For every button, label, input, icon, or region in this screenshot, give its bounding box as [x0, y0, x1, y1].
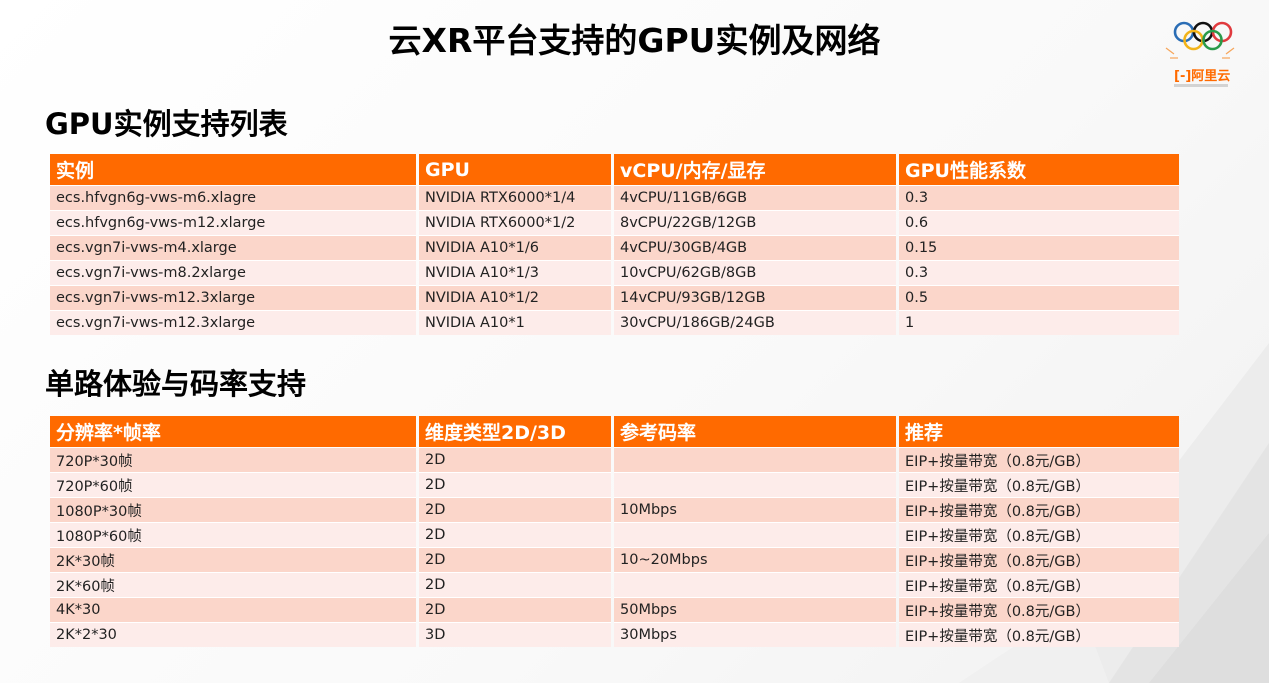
cell-dimension: 2D: [419, 522, 611, 547]
column-header-instance: 实例: [50, 154, 416, 185]
alibaba-cloud-olympic-logo: [-]阿里云: [1158, 18, 1242, 94]
cell-resolution: 2K*30帧: [50, 547, 416, 572]
cell-bitrate: 50Mbps: [614, 597, 896, 622]
cell-bitrate: 10~20Mbps: [614, 547, 896, 572]
cell-spec: 30vCPU/186GB/24GB: [614, 310, 896, 335]
cell-resolution: 720P*30帧: [50, 447, 416, 472]
gpu-instance-table: 实例 GPU vCPU/内存/显存 GPU性能系数 ecs.hfvgn6g-vw…: [47, 154, 1182, 335]
cell-resolution: 720P*60帧: [50, 472, 416, 497]
cell-bitrate: [614, 472, 896, 497]
cell-instance: ecs.hfvgn6g-vws-m6.xlagre: [50, 185, 416, 210]
cell-gpu: NVIDIA A10*1/6: [419, 235, 611, 260]
cell-resolution: 2K*2*30: [50, 622, 416, 647]
cell-instance: ecs.vgn7i-vws-m12.3xlarge: [50, 285, 416, 310]
cell-spec: 4vCPU/11GB/6GB: [614, 185, 896, 210]
cell-gpu: NVIDIA A10*1: [419, 310, 611, 335]
olympic-rings-icon: [1165, 21, 1235, 59]
table-row: ecs.vgn7i-vws-m8.2xlarge NVIDIA A10*1/3 …: [50, 260, 1179, 285]
table-row: 2K*30帧 2D 10~20Mbps EIP+按量带宽（0.8元/GB）: [50, 547, 1179, 572]
table-row: ecs.vgn7i-vws-m4.xlarge NVIDIA A10*1/6 4…: [50, 235, 1179, 260]
cloud-bracket-icon: [-]: [1174, 69, 1192, 84]
cell-gpu: NVIDIA A10*1/3: [419, 260, 611, 285]
cell-recommendation: EIP+按量带宽（0.8元/GB）: [899, 547, 1179, 572]
cell-bitrate: [614, 572, 896, 597]
cell-bitrate: [614, 522, 896, 547]
column-header-reference-bitrate: 参考码率: [614, 416, 896, 447]
table-row: 2K*2*30 3D 30Mbps EIP+按量带宽（0.8元/GB）: [50, 622, 1179, 647]
cell-dimension: 2D: [419, 472, 611, 497]
cell-performance: 1: [899, 310, 1179, 335]
cell-performance: 0.5: [899, 285, 1179, 310]
column-header-dimension-type: 维度类型2D/3D: [419, 416, 611, 447]
cell-dimension: 2D: [419, 547, 611, 572]
cell-instance: ecs.vgn7i-vws-m4.xlarge: [50, 235, 416, 260]
cell-spec: 8vCPU/22GB/12GB: [614, 210, 896, 235]
section-title-gpu-instances: GPU实例支持列表: [45, 107, 288, 141]
column-header-vcpu-memory-vram: vCPU/内存/显存: [614, 154, 896, 185]
cell-dimension: 3D: [419, 622, 611, 647]
cell-recommendation: EIP+按量带宽（0.8元/GB）: [899, 522, 1179, 547]
column-header-gpu-performance: GPU性能系数: [899, 154, 1179, 185]
logo-tagline-bar: [1174, 84, 1228, 87]
cell-performance: 0.3: [899, 260, 1179, 285]
cell-instance: ecs.hfvgn6g-vws-m12.xlarge: [50, 210, 416, 235]
cell-bitrate: 30Mbps: [614, 622, 896, 647]
table-row: 720P*60帧 2D EIP+按量带宽（0.8元/GB）: [50, 472, 1179, 497]
cell-gpu: NVIDIA RTX6000*1/4: [419, 185, 611, 210]
cell-spec: 14vCPU/93GB/12GB: [614, 285, 896, 310]
cell-performance: 0.6: [899, 210, 1179, 235]
table-row: 1080P*60帧 2D EIP+按量带宽（0.8元/GB）: [50, 522, 1179, 547]
cell-resolution: 2K*60帧: [50, 572, 416, 597]
table-row: ecs.hfvgn6g-vws-m6.xlagre NVIDIA RTX6000…: [50, 185, 1179, 210]
brand-name: 阿里云: [1191, 69, 1231, 84]
column-header-resolution-framerate: 分辨率*帧率: [50, 416, 416, 447]
table-header-row: 分辨率*帧率 维度类型2D/3D 参考码率 推荐: [50, 416, 1179, 447]
cell-recommendation: EIP+按量带宽（0.8元/GB）: [899, 622, 1179, 647]
cell-bitrate: [614, 447, 896, 472]
cell-recommendation: EIP+按量带宽（0.8元/GB）: [899, 572, 1179, 597]
cell-gpu: NVIDIA A10*1/2: [419, 285, 611, 310]
section-title-bitrate-support: 单路体验与码率支持: [45, 367, 307, 401]
cell-resolution: 1080P*60帧: [50, 522, 416, 547]
table-row: 720P*30帧 2D EIP+按量带宽（0.8元/GB）: [50, 447, 1179, 472]
cell-recommendation: EIP+按量带宽（0.8元/GB）: [899, 497, 1179, 522]
page-title: 云XR平台支持的GPU实例及网络: [388, 21, 881, 60]
cell-dimension: 2D: [419, 597, 611, 622]
cell-recommendation: EIP+按量带宽（0.8元/GB）: [899, 447, 1179, 472]
table-row: ecs.vgn7i-vws-m12.3xlarge NVIDIA A10*1 3…: [50, 310, 1179, 335]
cell-performance: 0.15: [899, 235, 1179, 260]
cell-spec: 4vCPU/30GB/4GB: [614, 235, 896, 260]
cell-instance: ecs.vgn7i-vws-m12.3xlarge: [50, 310, 416, 335]
column-header-recommendation: 推荐: [899, 416, 1179, 447]
cell-instance: ecs.vgn7i-vws-m8.2xlarge: [50, 260, 416, 285]
cell-dimension: 2D: [419, 497, 611, 522]
cell-gpu: NVIDIA RTX6000*1/2: [419, 210, 611, 235]
cell-resolution: 4K*30: [50, 597, 416, 622]
table-header-row: 实例 GPU vCPU/内存/显存 GPU性能系数: [50, 154, 1179, 185]
alibaba-cloud-brand-text: [-]阿里云: [1174, 65, 1230, 84]
cell-recommendation: EIP+按量带宽（0.8元/GB）: [899, 472, 1179, 497]
column-header-gpu: GPU: [419, 154, 611, 185]
table-row: ecs.hfvgn6g-vws-m12.xlarge NVIDIA RTX600…: [50, 210, 1179, 235]
bitrate-support-table: 分辨率*帧率 维度类型2D/3D 参考码率 推荐 720P*30帧 2D EIP…: [47, 416, 1182, 647]
cell-dimension: 2D: [419, 572, 611, 597]
table-row: 4K*30 2D 50Mbps EIP+按量带宽（0.8元/GB）: [50, 597, 1179, 622]
table-row: 1080P*30帧 2D 10Mbps EIP+按量带宽（0.8元/GB）: [50, 497, 1179, 522]
cell-performance: 0.3: [899, 185, 1179, 210]
cell-resolution: 1080P*30帧: [50, 497, 416, 522]
cell-bitrate: 10Mbps: [614, 497, 896, 522]
table-row: 2K*60帧 2D EIP+按量带宽（0.8元/GB）: [50, 572, 1179, 597]
cell-spec: 10vCPU/62GB/8GB: [614, 260, 896, 285]
cell-dimension: 2D: [419, 447, 611, 472]
cell-recommendation: EIP+按量带宽（0.8元/GB）: [899, 597, 1179, 622]
table-row: ecs.vgn7i-vws-m12.3xlarge NVIDIA A10*1/2…: [50, 285, 1179, 310]
